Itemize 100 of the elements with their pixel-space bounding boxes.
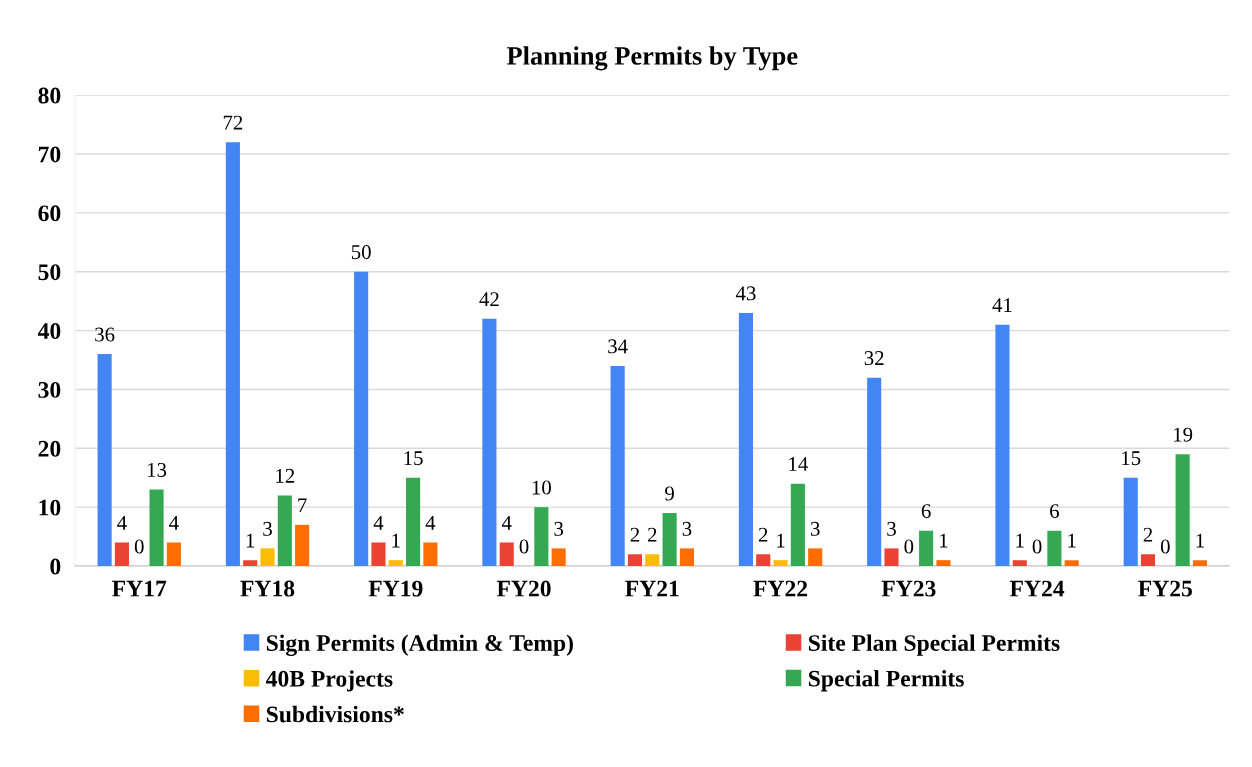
bar	[1012, 560, 1027, 567]
bar	[482, 318, 497, 567]
data-label: 43	[735, 286, 756, 301]
data-label: 34	[608, 339, 628, 354]
data-label: 3	[682, 521, 692, 536]
x-tick-label: FY21	[625, 580, 679, 597]
bar	[610, 365, 625, 567]
data-label: 4	[169, 516, 179, 530]
bar	[1047, 530, 1062, 567]
bar	[371, 542, 386, 567]
bar	[423, 542, 438, 567]
bar	[645, 554, 660, 567]
bar	[867, 377, 882, 567]
data-label: 32	[864, 351, 884, 366]
y-tick-label: 0	[50, 558, 61, 575]
bar	[1175, 454, 1190, 567]
data-label: 1	[940, 533, 948, 548]
y-tick-label: 20	[38, 440, 61, 457]
data-label: 2	[1143, 527, 1153, 542]
data-label: 0	[134, 539, 144, 554]
data-label: 42	[479, 292, 499, 307]
bar	[295, 524, 310, 567]
data-label: 12	[276, 468, 295, 483]
bar	[884, 548, 899, 567]
bar	[738, 312, 753, 567]
bar	[679, 548, 694, 567]
y-tick-label: 30	[38, 381, 61, 398]
data-label: 3	[263, 521, 272, 536]
data-label: 14	[789, 457, 808, 471]
bar	[627, 554, 643, 567]
bar	[995, 324, 1010, 567]
data-label: 4	[373, 516, 384, 530]
data-label: 1	[1068, 533, 1076, 548]
y-tick-label: 60	[38, 205, 61, 222]
data-label: 9	[665, 486, 674, 501]
data-label: 0	[519, 539, 529, 554]
data-label: 15	[404, 451, 423, 466]
data-label: 4	[117, 516, 127, 530]
bar	[919, 530, 934, 567]
data-label: 1	[392, 533, 400, 548]
y-tick-label: 50	[38, 264, 61, 281]
chart-title: Planning Permits by Type	[506, 46, 798, 71]
data-label: 3	[810, 521, 820, 536]
legend-label: Subdivisions*	[266, 705, 404, 723]
bar	[166, 542, 181, 567]
data-label: 2	[648, 527, 657, 542]
data-label: 1	[777, 533, 785, 548]
bar	[354, 271, 369, 567]
data-label: 6	[921, 504, 931, 519]
data-label: 15	[1122, 451, 1141, 466]
x-tick-label: FY22	[753, 580, 808, 597]
y-tick-label: 80	[38, 87, 61, 104]
bar	[149, 489, 164, 567]
x-tick-label: FY25	[1138, 580, 1193, 597]
legend-label: Sign Permits (Admin & Temp)	[266, 634, 573, 656]
bar	[773, 560, 788, 567]
y-tick-label: 70	[38, 146, 61, 163]
data-label: 10	[532, 480, 551, 495]
bar	[388, 560, 403, 567]
bar	[277, 495, 292, 567]
data-label: 2	[630, 527, 640, 542]
data-label: 2	[758, 527, 768, 542]
bar	[243, 560, 258, 567]
data-label: 19	[1174, 427, 1193, 442]
bar	[114, 542, 129, 567]
bar	[808, 548, 823, 567]
data-label: 0	[1160, 539, 1170, 554]
x-tick-label: FY19	[368, 580, 423, 597]
data-label: 0	[904, 539, 914, 554]
bar	[551, 548, 566, 567]
data-label: 4	[501, 516, 512, 530]
y-tick-label: 10	[39, 499, 61, 516]
data-label: 3	[887, 521, 896, 536]
data-label: 7	[298, 498, 307, 513]
data-label: 72	[223, 115, 243, 130]
bar	[97, 354, 112, 567]
x-tick-label: FY18	[240, 580, 295, 597]
bar	[534, 507, 549, 567]
data-label: 1	[1196, 533, 1204, 548]
data-label: 1	[1016, 533, 1024, 548]
data-label: 1	[246, 533, 255, 548]
bar	[1064, 560, 1079, 567]
bar	[1123, 477, 1138, 567]
bar	[756, 554, 771, 567]
bar	[260, 548, 275, 567]
data-label: 36	[95, 327, 115, 342]
bar	[936, 560, 951, 567]
x-tick-label: FY24	[1009, 580, 1065, 597]
data-label: 0	[1032, 539, 1042, 554]
data-label: 6	[1050, 504, 1059, 519]
bar	[662, 513, 677, 567]
data-label: 50	[351, 245, 371, 260]
bar	[406, 477, 421, 567]
bar	[790, 483, 805, 567]
bar	[499, 542, 514, 567]
legend-label: Special Permits	[808, 669, 964, 692]
legend-label: Site Plan Special Permits	[808, 634, 1060, 656]
data-label: 13	[147, 462, 167, 477]
data-label: 3	[554, 521, 564, 536]
bar	[1192, 560, 1208, 567]
